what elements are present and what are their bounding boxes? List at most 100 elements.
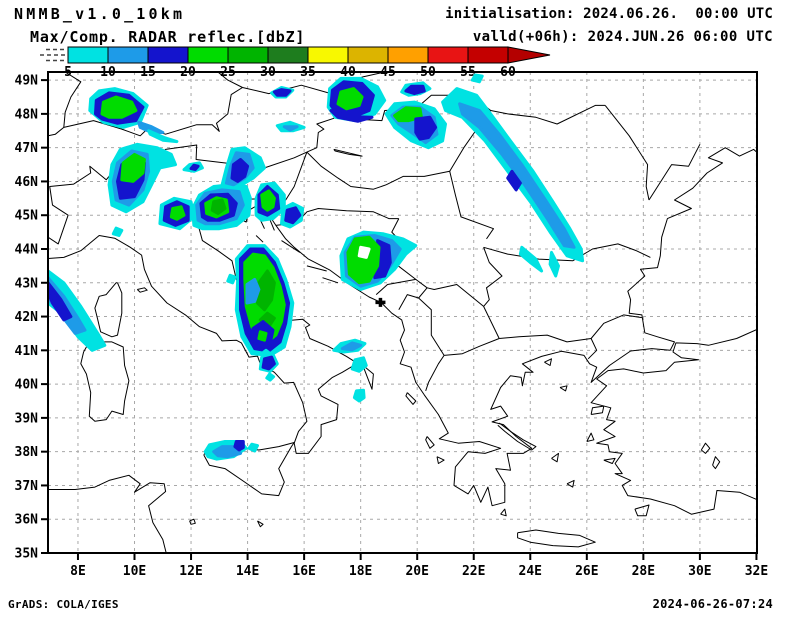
colorbar-segment — [267, 46, 309, 64]
radar-blob-cyan — [147, 129, 179, 144]
radar-blob-blue — [284, 206, 302, 225]
radar-blob-blue — [189, 163, 200, 172]
radar-blob-dodger — [458, 102, 576, 249]
lon-tick-label: 16E — [292, 564, 315, 579]
coastline — [333, 148, 363, 157]
radar-blob-blue — [48, 281, 73, 322]
radar-blob-cyan — [470, 73, 484, 84]
border-line — [306, 151, 387, 190]
lon-tick-label: 14E — [236, 564, 259, 579]
station-marker — [375, 297, 386, 307]
colorbar-segment — [227, 46, 269, 64]
colorbar-segment — [307, 46, 349, 64]
lat-tick-label: 38N — [15, 445, 39, 460]
lon-tick-label: 18E — [349, 564, 372, 579]
radar-blob-cyan — [265, 372, 276, 382]
radar-blob-cyan — [226, 273, 237, 285]
lat-tick-label: 40N — [15, 378, 39, 393]
coastline — [634, 504, 650, 517]
radar-blob-cyan — [352, 388, 366, 403]
colorbar-segment — [387, 46, 429, 64]
colorbar-segment — [107, 46, 149, 64]
border-line — [63, 87, 243, 137]
radar-blob-blue — [230, 158, 250, 183]
init-time-label: initialisation: 2024.06.26. 00:00 UTC — [445, 6, 773, 22]
lat-tick-label: 46N — [15, 175, 39, 190]
lat-tick-label: 41N — [15, 344, 39, 359]
radar-blob-white — [357, 245, 371, 259]
coastline — [48, 474, 167, 553]
coastline — [712, 456, 721, 470]
lon-tick-label: 12E — [179, 564, 202, 579]
border-line — [483, 247, 503, 307]
lat-tick-label: 44N — [15, 242, 39, 257]
lon-tick-label: 10E — [123, 564, 146, 579]
coastline — [94, 282, 123, 338]
lat-tick-label: 37N — [15, 479, 39, 494]
radar-blob-dodger — [137, 120, 165, 134]
coastline — [322, 277, 339, 284]
border-line — [48, 127, 65, 137]
coastline — [500, 508, 507, 517]
border-line — [483, 306, 500, 339]
coastline — [603, 457, 616, 464]
border-line — [587, 338, 598, 360]
creation-timestamp: 2024-06-26-07:24 — [652, 597, 773, 611]
radar-blob-green2 — [210, 198, 227, 215]
radar-blob-green — [100, 95, 138, 119]
coastline — [405, 392, 417, 405]
radar-blob-blue — [414, 115, 438, 141]
radar-blob-dodger — [245, 277, 261, 305]
radar-blob-green — [346, 235, 381, 285]
valid-time-label: valld(+06h): 2024.JUN.26 06:00 UTC — [472, 29, 773, 45]
coastline — [566, 479, 575, 488]
border-line — [490, 104, 606, 125]
border-line — [217, 72, 243, 88]
radar-blob-cyan — [518, 245, 544, 273]
radar-blob-dodger — [212, 445, 242, 459]
model-title: NMMB_v1.0_10km — [14, 5, 186, 23]
colorbar-segment — [147, 46, 189, 64]
border-line — [449, 171, 494, 240]
border-line — [418, 297, 445, 356]
lat-tick-label: 36N — [15, 513, 39, 528]
radar-blob-green2 — [256, 269, 276, 312]
coastline — [590, 405, 605, 415]
coastline — [544, 358, 552, 366]
coastline — [590, 328, 757, 515]
radar-blob-blue — [261, 355, 276, 371]
border-line — [604, 105, 650, 201]
radar-blob-dodger — [282, 125, 299, 132]
lat-tick-label: 43N — [15, 276, 39, 291]
coastline — [517, 529, 596, 548]
lon-tick-label: 32E — [745, 564, 768, 579]
coastline — [497, 422, 537, 451]
radar-blob-green — [336, 87, 364, 111]
colorbar-segment — [467, 46, 509, 64]
radar-blob-cyan — [548, 250, 560, 278]
radar-blob-dodger — [340, 341, 363, 352]
lon-tick-label: 22E — [462, 564, 485, 579]
map-area — [48, 72, 757, 553]
lon-tick-label: 28E — [632, 564, 655, 579]
grads-credit: GrADS: COLA/IGES — [8, 598, 119, 611]
radar-blob-cyan — [111, 226, 124, 237]
lon-tick-label: 26E — [575, 564, 598, 579]
border-line — [444, 338, 500, 356]
coastline — [80, 341, 130, 422]
lat-tick-label: 47N — [15, 141, 39, 156]
product-title: Max/Comp. RADAR reflec.[dbZ] — [30, 28, 306, 46]
lat-tick-label: 48N — [15, 107, 39, 122]
colorbar-segment — [187, 46, 229, 64]
coastline — [306, 265, 327, 272]
border-line — [425, 355, 445, 392]
colorbar-segment — [427, 46, 469, 64]
lat-tick-label: 39N — [15, 411, 39, 426]
radar-blob-blue — [506, 169, 522, 192]
radar-blob-blue — [404, 84, 426, 96]
lat-tick-label: 45N — [15, 209, 39, 224]
coastline — [586, 432, 595, 442]
coastline — [425, 436, 435, 449]
coastline — [189, 518, 196, 525]
radar-blob-blue — [329, 109, 374, 123]
